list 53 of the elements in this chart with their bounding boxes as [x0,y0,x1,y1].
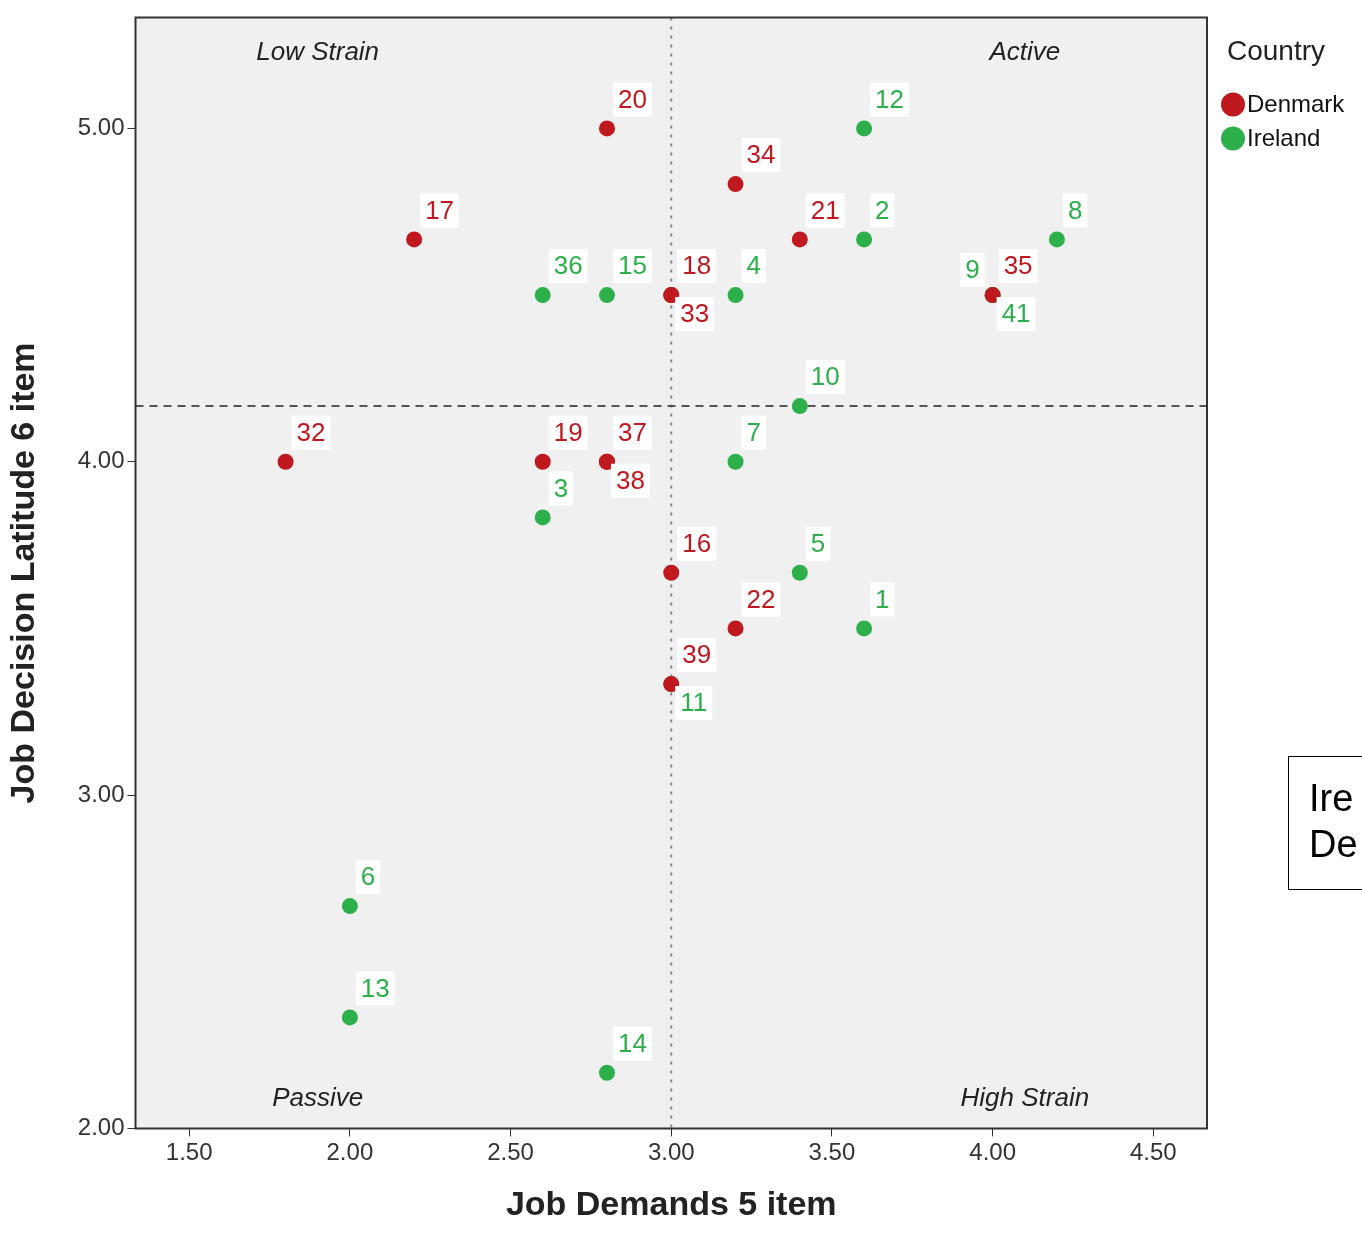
annotation: 35 [1003,250,1033,281]
annotation: 21 [810,194,840,225]
x-tick-label: 4.50 [1129,1138,1177,1166]
annotation: 20 [617,83,647,114]
annotation: 11 [680,687,708,718]
x-tick-label: 1.50 [165,1138,213,1166]
annotation: 1 [875,583,890,614]
text: De [1309,822,1359,867]
legend-label: Ireland [1247,124,1321,152]
annotation: 37 [617,416,647,447]
annotation: 2 [875,194,890,225]
annotation: 10 [810,361,840,392]
x-tick-label: 3.00 [647,1138,695,1166]
x-tick-label: 3.50 [808,1138,856,1166]
annotation: 7 [746,416,761,447]
y-tick-label: 4.00 [77,446,125,474]
annotation: 22 [746,583,776,614]
annotation: Low Strain [256,35,380,66]
annotation: 6 [360,861,376,892]
y-tick-label: 3.00 [77,779,125,807]
annotation: 39 [682,639,712,670]
annotation: 34 [746,139,776,170]
y-tick-label: 2.00 [77,1113,125,1141]
annotation: 14 [617,1027,647,1058]
annotation: Active [987,35,1061,66]
x-tick-label: 2.00 [326,1138,374,1166]
legend-title: Country [1227,35,1326,67]
annotation: High Strain [960,1081,1090,1112]
annotation: 38 [615,464,645,495]
annotation: 9 [965,254,980,285]
annotation: 8 [1067,194,1083,225]
annotation: 3 [553,472,569,503]
annotation: 36 [553,250,583,281]
annotation: 16 [682,527,712,558]
x-axis-title: Job Demands 5 item [505,1183,837,1222]
annotation: 12 [875,83,905,114]
annotation: 18 [682,250,712,281]
annotation: 4 [746,250,761,281]
y-tick-label: 5.00 [77,113,125,141]
annotation: 13 [360,972,390,1003]
annotation: Passive [272,1081,364,1112]
x-tick-label: 4.00 [969,1138,1016,1166]
annotation: 32 [296,416,326,447]
legend-label: Denmark [1247,90,1346,118]
annotation: 15 [617,250,647,281]
annotation: 5 [810,527,826,558]
y-axis-title: Job Decision Latitude 6 item [2,342,41,804]
annotation: 17 [425,194,455,225]
annotation: 33 [680,298,710,329]
text: Ire [1309,776,1355,821]
x-tick-label: 2.50 [487,1138,534,1166]
annotation: 19 [553,416,583,447]
annotation: 41 [1001,298,1031,329]
